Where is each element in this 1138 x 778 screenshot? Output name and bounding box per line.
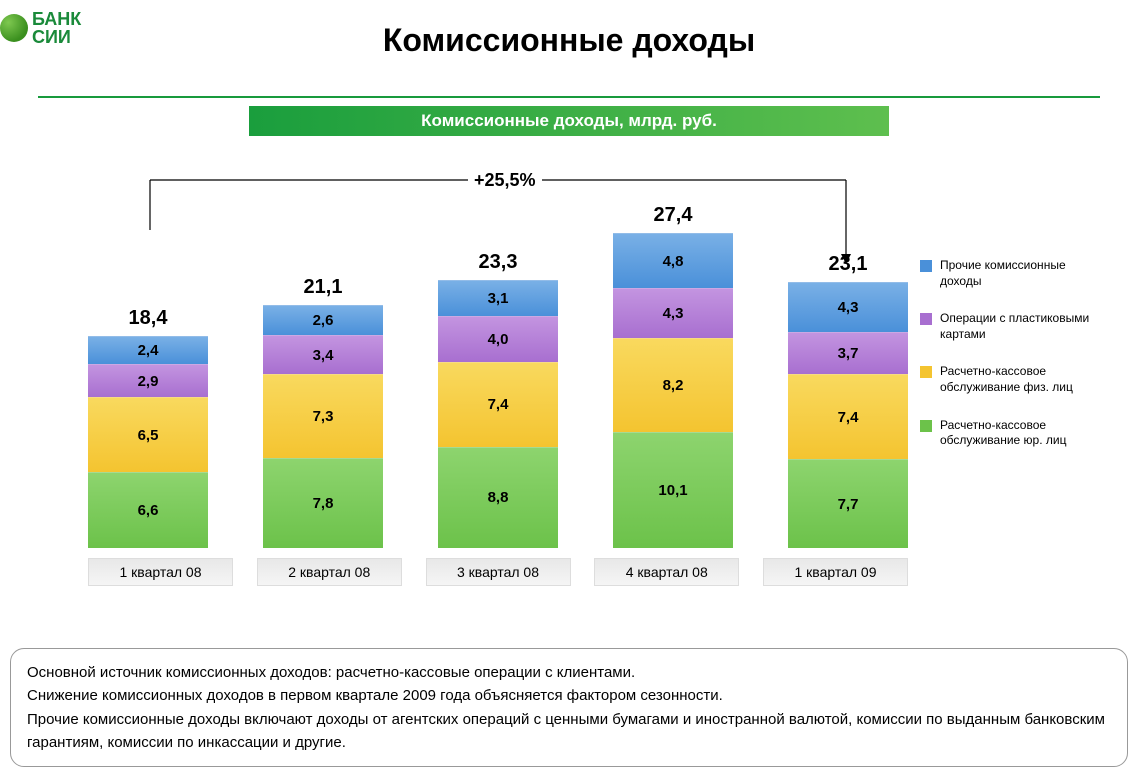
x-axis-label: 1 квартал 09 <box>763 558 908 586</box>
chart-container: Комиссионные доходы, млрд. руб. +25,5% 1… <box>38 96 1100 586</box>
bar-segment-s2: 3,7 <box>788 332 908 375</box>
bar-total-label: 18,4 <box>129 307 168 330</box>
bar-group: 23,3 8,87,44,03,1 <box>438 251 558 548</box>
bar-segment-s2: 3,4 <box>263 335 383 374</box>
logo-line2: СИИ <box>32 28 81 46</box>
notes-panel: Основной источник комиссионных доходов: … <box>10 648 1128 767</box>
x-axis-label: 1 квартал 08 <box>88 558 233 586</box>
logo-line1: БАНК <box>32 10 81 28</box>
bar-total-label: 27,4 <box>654 204 693 227</box>
bar-total-label: 21,1 <box>304 276 343 299</box>
bar-segment-s2: 4,3 <box>613 288 733 337</box>
bar-segment-s0: 6,6 <box>88 472 208 548</box>
page-title: Комиссионные доходы <box>0 0 1138 59</box>
bar-total-label: 23,3 <box>479 251 518 274</box>
bar-segment-s3: 2,6 <box>263 305 383 335</box>
legend-label: Операции с пластиковыми картами <box>940 311 1100 342</box>
legend: Прочие комиссионные доходы Операции с пла… <box>920 258 1100 471</box>
bar-segment-s2: 2,9 <box>88 364 208 397</box>
bar-group: 21,1 7,87,33,42,6 <box>263 276 383 548</box>
legend-item: Расчетно-кассовое обслуживание физ. лиц <box>920 364 1100 395</box>
bar-segment-s0: 10,1 <box>613 432 733 548</box>
legend-label: Расчетно-кассовое обслуживание физ. лиц <box>940 364 1100 395</box>
bar-segment-s1: 6,5 <box>88 397 208 472</box>
bar-stack: 6,66,52,92,4 <box>88 336 208 548</box>
legend-item: Расчетно-кассовое обслуживание юр. лиц <box>920 418 1100 449</box>
x-axis-label: 4 квартал 08 <box>594 558 739 586</box>
bar-segment-s1: 7,4 <box>788 374 908 459</box>
legend-swatch <box>920 366 932 378</box>
chart-title: Комиссионные доходы, млрд. руб. <box>249 106 889 136</box>
legend-swatch <box>920 313 932 325</box>
legend-swatch <box>920 260 932 272</box>
bar-segment-s3: 3,1 <box>438 280 558 316</box>
bar-total-label: 23,1 <box>829 253 868 276</box>
bar-segment-s2: 4,0 <box>438 316 558 362</box>
bar-stack: 8,87,44,03,1 <box>438 280 558 548</box>
x-axis-label: 2 квартал 08 <box>257 558 402 586</box>
legend-label: Прочие комиссионные доходы <box>940 258 1100 289</box>
legend-item: Прочие комиссионные доходы <box>920 258 1100 289</box>
bar-group: 23,1 7,77,43,74,3 <box>788 253 908 548</box>
legend-label: Расчетно-кассовое обслуживание юр. лиц <box>940 418 1100 449</box>
x-axis-label: 3 квартал 08 <box>426 558 571 586</box>
bars-row: 18,46,66,52,92,421,17,87,33,42,623,38,87… <box>88 204 908 548</box>
x-axis-labels: 1 квартал 08 2 квартал 08 3 квартал 08 4 кв… <box>88 558 908 586</box>
bar-segment-s3: 4,8 <box>613 233 733 288</box>
bar-stack: 7,87,33,42,6 <box>263 305 383 548</box>
bar-segment-s3: 2,4 <box>88 336 208 364</box>
bar-segment-s0: 8,8 <box>438 447 558 548</box>
bar-stack: 7,77,43,74,3 <box>788 282 908 548</box>
bar-group: 18,4 6,66,52,92,4 <box>88 307 208 548</box>
bar-segment-s0: 7,7 <box>788 459 908 548</box>
bar-segment-s1: 7,3 <box>263 374 383 458</box>
logo: БАНК СИИ <box>0 10 81 46</box>
bar-segment-s0: 7,8 <box>263 458 383 548</box>
note-line: Основной источник комиссионных доходов: … <box>27 661 1111 684</box>
note-line: Снижение комиссионных доходов в первом к… <box>27 684 1111 707</box>
logo-text: БАНК СИИ <box>32 10 81 46</box>
legend-swatch <box>920 420 932 432</box>
bar-segment-s1: 8,2 <box>613 338 733 432</box>
bar-stack: 10,18,24,34,8 <box>613 233 733 548</box>
bar-group: 27,4 10,18,24,34,8 <box>613 204 733 548</box>
bar-segment-s1: 7,4 <box>438 362 558 447</box>
logo-icon <box>0 14 28 42</box>
bar-segment-s3: 4,3 <box>788 282 908 331</box>
plot-area: +25,5% 18,46,66,52,92,421,17,87,33,42,62… <box>38 156 1100 586</box>
legend-item: Операции с пластиковыми картами <box>920 311 1100 342</box>
bracket-label: +25,5% <box>468 170 542 191</box>
note-line: Прочие комиссионные доходы включают дохо… <box>27 708 1111 755</box>
